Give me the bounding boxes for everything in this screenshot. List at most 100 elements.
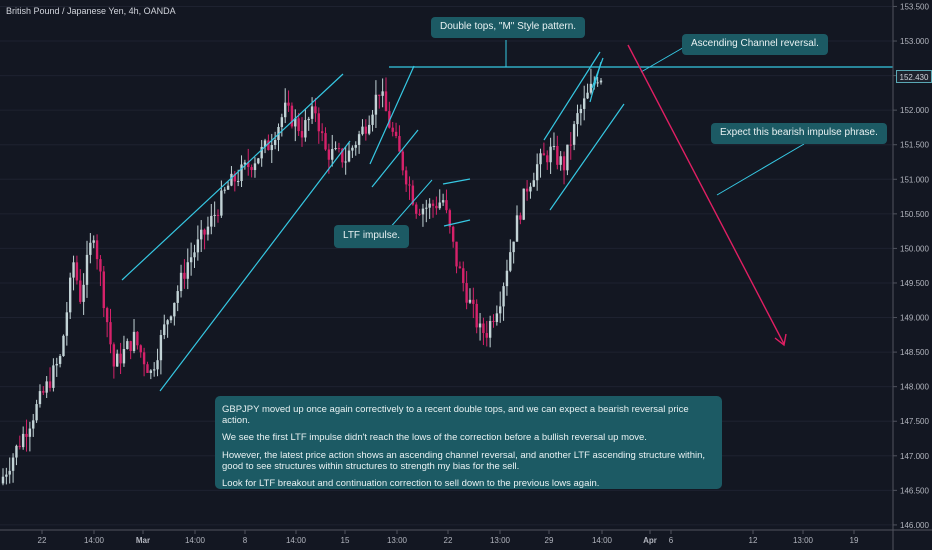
x-tick-label: 19 <box>850 536 859 545</box>
forecast-arrowhead <box>774 333 787 347</box>
candle-body <box>566 144 569 171</box>
ltf-impulse-pointer <box>387 179 433 231</box>
candle-body <box>72 262 75 278</box>
candle-body <box>317 113 320 132</box>
candle-body <box>398 136 401 152</box>
candle-body <box>334 148 337 150</box>
candle-body <box>105 308 109 323</box>
y-tick-label: 146.500 <box>900 486 929 495</box>
candle-body <box>599 80 603 83</box>
candle-body <box>468 299 472 303</box>
analysis-paragraph-1: GBPJPY moved up once again correctively … <box>222 404 689 427</box>
candle-body <box>492 320 495 322</box>
candle-body <box>146 364 149 373</box>
note-ltf-impulse[interactable]: LTF impulse. <box>334 225 410 248</box>
candle-body <box>35 404 38 421</box>
candle-body <box>112 344 116 367</box>
candle-body <box>475 303 478 328</box>
y-tick-label: 148.000 <box>900 383 929 392</box>
candle-body <box>589 83 593 93</box>
candle-body <box>85 254 89 285</box>
candle-body <box>129 341 132 351</box>
candle-body <box>465 283 468 303</box>
candle-body <box>220 190 223 216</box>
candle-body <box>89 242 92 255</box>
candle-body <box>374 94 378 115</box>
candle-body <box>119 353 122 364</box>
candle-body <box>55 363 58 366</box>
candle-body <box>462 268 465 284</box>
candle-body <box>485 333 488 338</box>
candle-body <box>28 428 32 437</box>
candle-body <box>18 445 21 448</box>
analysis-box[interactable]: GBPJPY moved up once again correctively … <box>215 396 722 489</box>
candle-body <box>583 98 586 109</box>
note-bearish-impulse[interactable]: Expect this bearish impulse phrase. <box>711 123 887 144</box>
y-tick-label: 153.500 <box>900 2 929 11</box>
candle-body <box>388 111 391 128</box>
candle-body <box>351 147 354 151</box>
ltf-structure-top <box>442 178 471 185</box>
x-tick-label: 13:00 <box>793 536 814 545</box>
candle-body <box>421 208 425 215</box>
candle-body <box>482 323 485 334</box>
candle-body <box>596 82 599 84</box>
candle-body <box>371 114 374 125</box>
candle-body <box>216 214 220 216</box>
x-tick-label: 14:00 <box>286 536 307 545</box>
candle-body <box>344 161 347 163</box>
candle-body <box>294 118 297 127</box>
candle-body <box>200 229 203 240</box>
candle-body <box>48 381 52 388</box>
channel-3-lower <box>549 103 625 211</box>
candle-body <box>173 302 176 317</box>
candle-body <box>458 266 462 269</box>
candle-body <box>307 118 310 121</box>
inner-channel-lower <box>591 57 604 89</box>
candle-body <box>95 240 99 260</box>
candle-body <box>270 145 273 151</box>
candle-body <box>236 180 240 182</box>
candle-body <box>109 322 112 345</box>
note-double-tops[interactable]: Double tops, "M" Style pattern. <box>431 17 586 38</box>
x-tick-label: 6 <box>669 536 674 545</box>
candle-body <box>32 420 35 429</box>
drawings <box>121 40 893 392</box>
candle-body <box>92 240 95 243</box>
candle-body <box>539 153 542 165</box>
x-tick-label: 14:00 <box>185 536 206 545</box>
x-tick-label: 13:00 <box>490 536 511 545</box>
ascending-channel-pointer <box>640 45 687 73</box>
candle-body <box>122 348 126 364</box>
candle-body <box>213 214 216 216</box>
candle-body <box>549 146 552 163</box>
candle-body <box>142 352 146 365</box>
x-tick-label: 14:00 <box>84 536 105 545</box>
candle-body <box>253 163 257 171</box>
candles <box>1 68 603 486</box>
candle-body <box>257 158 260 164</box>
candle-body <box>226 185 230 190</box>
candle-body <box>68 277 72 313</box>
note-ascending-channel[interactable]: Ascending Channel reversal. <box>682 34 828 55</box>
y-tick-label: 150.500 <box>900 210 929 219</box>
candle-body <box>267 140 270 151</box>
candle-body <box>243 162 247 165</box>
x-tick-label: 29 <box>545 536 554 545</box>
candle-body <box>394 131 398 137</box>
forecast-arrow-line <box>627 44 785 345</box>
x-tick-label: 22 <box>444 536 453 545</box>
channel-1-upper <box>121 73 344 281</box>
candle-body <box>42 391 45 393</box>
candle-body <box>502 286 505 307</box>
candle-body <box>297 118 300 132</box>
candle-body <box>579 108 583 114</box>
candle-body <box>542 153 546 156</box>
channel-2-upper <box>369 65 415 165</box>
candle-body <box>331 149 334 160</box>
channel-3-upper <box>543 51 601 141</box>
y-tick-label: 147.000 <box>900 452 929 461</box>
